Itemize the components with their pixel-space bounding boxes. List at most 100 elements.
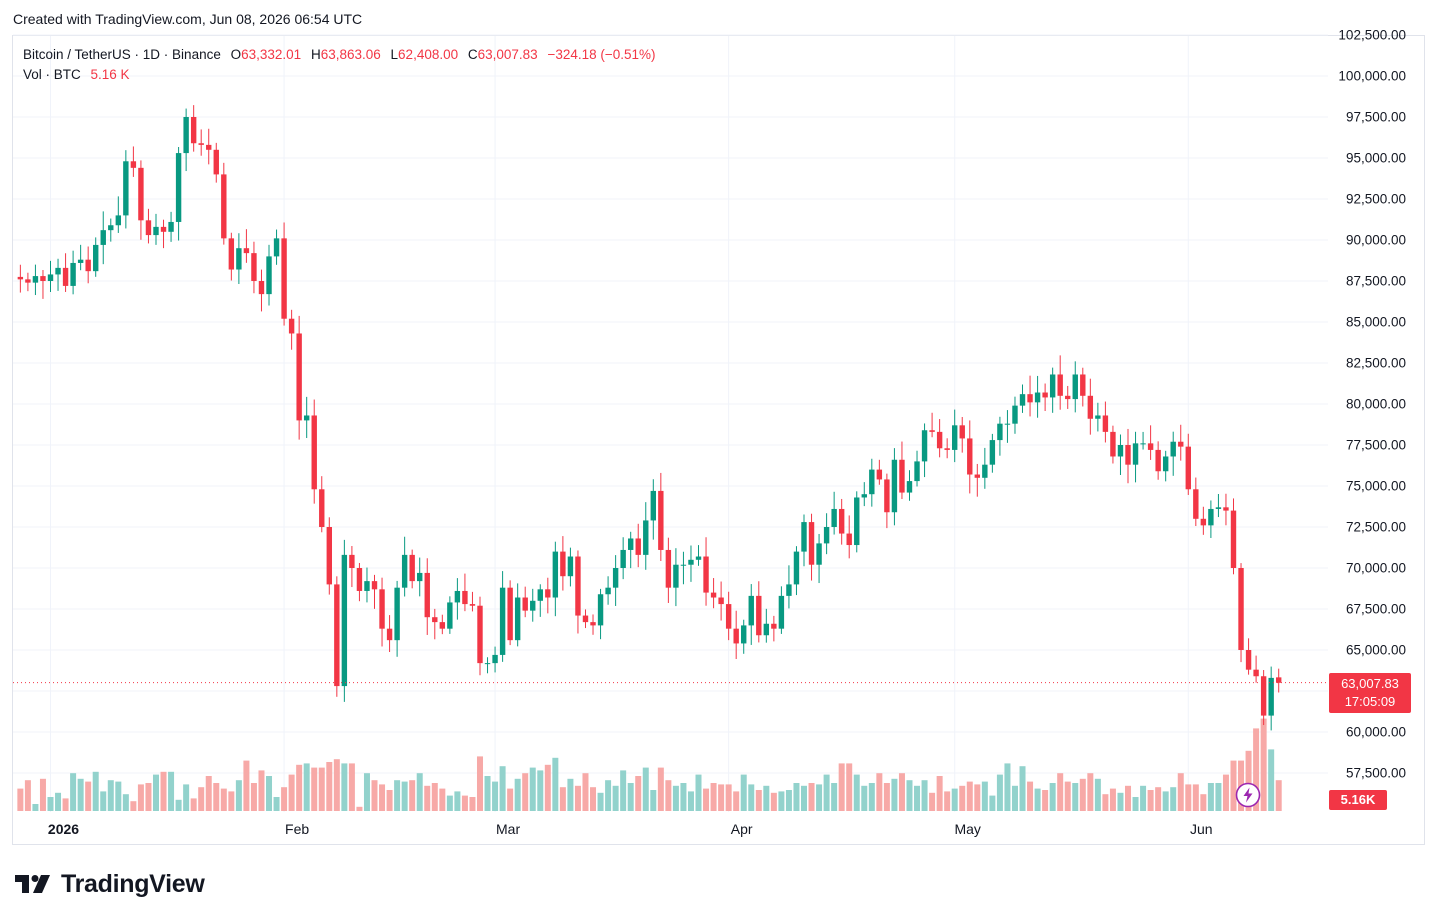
y-tick-label: 60,000.00: [1346, 725, 1406, 740]
volume-bar: [748, 784, 755, 811]
volume-label[interactable]: Vol · BTC: [23, 67, 81, 82]
candle: [469, 591, 476, 612]
candle-body: [311, 415, 317, 490]
candle-body: [695, 556, 702, 560]
candle: [936, 419, 943, 458]
candle: [921, 423, 928, 478]
candle-body: [1095, 415, 1101, 419]
candle-body: [469, 604, 476, 606]
candle-body: [70, 262, 76, 286]
candle-body: [854, 497, 860, 546]
candle-body: [1042, 392, 1048, 398]
volume-bar: [1109, 788, 1116, 811]
candle-body: [1065, 395, 1071, 400]
volume-bar: [522, 773, 529, 811]
candle: [341, 539, 348, 702]
candle: [1140, 431, 1146, 450]
volume-bar: [507, 788, 514, 811]
candle: [1185, 433, 1191, 495]
volume-bar: [1140, 785, 1147, 811]
volume-bar: [85, 781, 92, 811]
symbol-label[interactable]: Bitcoin / TetherUS · 1D · Binance: [23, 47, 221, 62]
candle-body: [334, 584, 340, 687]
candle: [334, 576, 340, 697]
volume-bar: [1094, 778, 1101, 811]
candle: [138, 160, 144, 240]
volume-bar: [537, 770, 544, 811]
lightning-icon[interactable]: [1235, 782, 1261, 808]
candle-body: [319, 489, 325, 527]
volume-bar: [258, 770, 265, 811]
candle: [635, 523, 641, 568]
candle-body: [650, 490, 656, 521]
volume-bar: [966, 781, 973, 811]
y-tick-label: 85,000.00: [1346, 315, 1406, 330]
candle: [356, 562, 363, 602]
y-tick-label: 102,500.00: [1338, 28, 1406, 43]
candle: [786, 565, 792, 609]
candle-body: [643, 520, 649, 555]
candle: [906, 470, 913, 501]
candle-body: [206, 144, 212, 150]
candle: [793, 546, 800, 596]
candle: [997, 416, 1003, 456]
candle: [1072, 361, 1078, 413]
volume-bar: [898, 773, 905, 811]
candle: [605, 576, 611, 605]
candle-body: [982, 464, 988, 478]
volume-bar: [228, 791, 235, 811]
candle: [1230, 498, 1237, 575]
candle: [477, 596, 483, 676]
change-value: −324.18 (−0.51%): [547, 47, 656, 62]
candle-body: [1072, 374, 1078, 400]
candle-body: [530, 600, 536, 611]
volume-bar: [281, 787, 288, 811]
volume-bar: [680, 783, 687, 811]
candle: [590, 614, 596, 635]
y-tick-label: 67,500.00: [1346, 602, 1406, 617]
candle: [1034, 375, 1041, 418]
candle-body: [808, 522, 815, 565]
candle: [1245, 638, 1252, 675]
volume-bar: [989, 795, 996, 811]
candle: [838, 498, 845, 545]
candle-body: [1140, 443, 1146, 445]
volume-bar: [853, 774, 860, 811]
candle-body: [688, 559, 694, 565]
volume-bar: [552, 757, 559, 811]
candle-body: [288, 318, 295, 334]
candle: [733, 610, 739, 660]
candle: [823, 513, 830, 555]
volume-bar: [311, 767, 318, 811]
candle: [281, 222, 287, 326]
candle-body: [891, 459, 898, 513]
candle-body: [733, 628, 739, 644]
volume-bar: [929, 792, 936, 811]
low-label: L: [390, 47, 399, 62]
candle-body: [1057, 374, 1063, 396]
candle-body: [1253, 669, 1259, 677]
volume-bar: [883, 783, 890, 811]
candle: [575, 550, 581, 634]
volume-bar: [914, 785, 921, 811]
volume-bar: [152, 774, 159, 811]
open-value: 63,332.01: [241, 47, 302, 62]
candle-body: [100, 230, 106, 245]
candle-body: [1132, 443, 1139, 465]
volume-bar: [514, 778, 521, 811]
candle: [567, 547, 574, 587]
candle: [1057, 355, 1063, 410]
volume-bar: [379, 784, 386, 811]
candle-body: [1155, 449, 1161, 472]
y-tick-label: 82,500.00: [1346, 356, 1406, 371]
volume-bar: [801, 785, 807, 811]
close-value: 63,007.83: [477, 47, 538, 62]
candle-body: [756, 595, 762, 636]
tradingview-logo[interactable]: TradingView: [15, 868, 205, 900]
candle-body: [620, 549, 626, 568]
candle-body: [130, 161, 137, 168]
candle-body: [228, 238, 235, 270]
candle: [108, 218, 114, 242]
candle: [673, 548, 679, 607]
